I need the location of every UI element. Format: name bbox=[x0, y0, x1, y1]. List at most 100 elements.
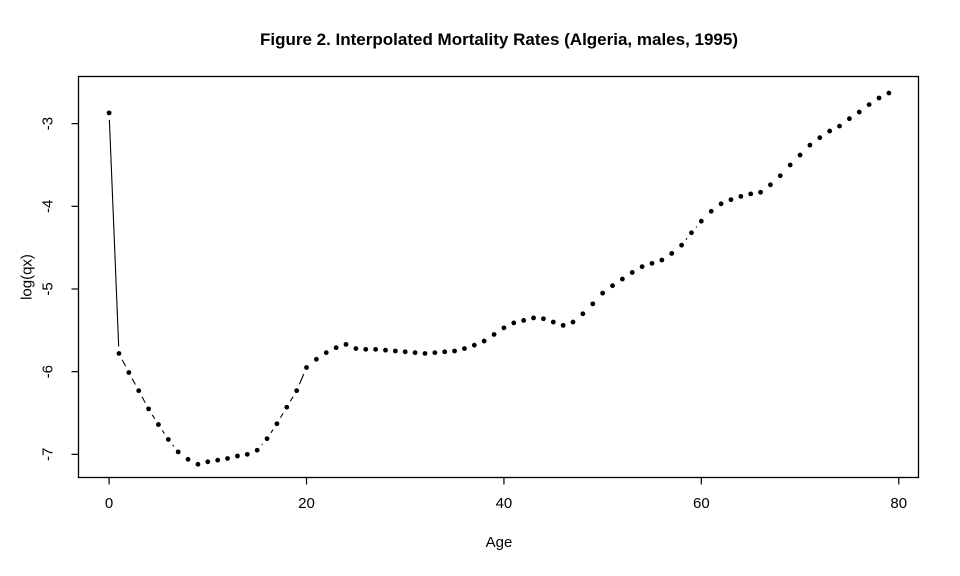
data-point bbox=[610, 283, 615, 289]
data-point bbox=[600, 290, 606, 296]
data-point bbox=[422, 351, 428, 356]
data-point bbox=[748, 191, 754, 197]
data-point bbox=[106, 110, 112, 116]
data-point bbox=[531, 315, 536, 321]
data-point bbox=[856, 109, 862, 115]
data-point bbox=[570, 319, 576, 325]
data-point bbox=[649, 260, 655, 266]
data-point bbox=[768, 182, 773, 188]
data-point bbox=[797, 152, 803, 158]
data-point bbox=[195, 461, 201, 467]
data-point bbox=[521, 318, 527, 323]
line-segment bbox=[108, 119, 120, 347]
data-point bbox=[462, 346, 467, 351]
data-point bbox=[837, 123, 842, 129]
data-point bbox=[156, 422, 161, 427]
line-segment bbox=[280, 412, 284, 419]
data-point bbox=[619, 276, 625, 282]
data-point bbox=[560, 322, 566, 328]
y-tick-label: -7 bbox=[40, 448, 57, 461]
data-point bbox=[432, 350, 438, 356]
data-point bbox=[165, 437, 171, 442]
data-point bbox=[501, 325, 507, 331]
data-point bbox=[294, 388, 300, 394]
data-point bbox=[550, 319, 556, 325]
data-point bbox=[284, 404, 290, 410]
data-point bbox=[412, 350, 418, 356]
y-tick-label: -3 bbox=[40, 117, 57, 130]
data-point bbox=[254, 447, 260, 453]
data-point bbox=[698, 218, 704, 224]
data-point bbox=[442, 349, 448, 355]
data-point bbox=[639, 264, 645, 270]
data-point bbox=[817, 135, 823, 141]
data-point bbox=[274, 421, 280, 427]
x-axis-label: Age bbox=[485, 534, 513, 551]
line-segment bbox=[695, 226, 698, 228]
data-point bbox=[491, 332, 497, 337]
data-point bbox=[738, 193, 744, 199]
data-point bbox=[264, 436, 270, 442]
chart-title: Figure 2. Interpolated Mortality Rates (… bbox=[259, 30, 739, 49]
x-tick-label: 0 bbox=[105, 495, 113, 512]
line-segment bbox=[141, 396, 146, 403]
data-point bbox=[629, 270, 635, 275]
data-point bbox=[225, 456, 230, 461]
y-tick-label: -6 bbox=[40, 365, 57, 378]
line-segment bbox=[131, 378, 136, 385]
y-tick-label: -5 bbox=[40, 282, 57, 295]
data-point bbox=[876, 95, 882, 101]
data-point bbox=[383, 347, 388, 353]
data-point bbox=[541, 316, 546, 322]
x-tick-label: 60 bbox=[693, 495, 710, 512]
x-tick-label: 80 bbox=[890, 495, 907, 512]
data-point bbox=[343, 341, 349, 347]
data-point bbox=[392, 348, 398, 354]
x-tick-label: 40 bbox=[496, 495, 513, 512]
line-segment bbox=[121, 359, 127, 367]
line-segment bbox=[685, 237, 688, 241]
data-point bbox=[807, 142, 813, 148]
data-point bbox=[244, 451, 250, 457]
line-segment bbox=[151, 414, 156, 419]
data-point bbox=[373, 346, 379, 352]
data-point bbox=[758, 189, 763, 195]
data-point bbox=[580, 311, 586, 317]
data-point bbox=[471, 342, 477, 348]
data-point bbox=[481, 338, 487, 344]
data-point bbox=[304, 365, 309, 370]
data-point bbox=[452, 348, 457, 354]
data-point bbox=[886, 90, 892, 96]
line-segment bbox=[161, 430, 165, 434]
data-point bbox=[511, 320, 517, 326]
data-point bbox=[146, 406, 151, 412]
data-point bbox=[708, 208, 714, 214]
data-point bbox=[777, 173, 783, 179]
data-point bbox=[659, 257, 665, 263]
line-segment bbox=[261, 443, 263, 446]
data-point bbox=[728, 197, 734, 203]
data-point bbox=[679, 242, 685, 248]
data-point bbox=[323, 350, 329, 356]
data-point bbox=[718, 201, 724, 207]
data-point bbox=[116, 351, 122, 356]
data-point bbox=[363, 346, 369, 352]
line-segment bbox=[298, 373, 305, 385]
data-point bbox=[215, 457, 221, 463]
line-segment bbox=[289, 396, 294, 402]
data-point bbox=[787, 162, 793, 168]
data-point bbox=[827, 128, 833, 134]
data-point bbox=[313, 356, 319, 362]
data-point bbox=[669, 251, 675, 256]
data-point bbox=[126, 370, 132, 375]
data-point bbox=[333, 345, 339, 351]
line-segment bbox=[172, 444, 175, 447]
data-point bbox=[590, 301, 596, 307]
data-point bbox=[235, 453, 240, 459]
data-point bbox=[847, 116, 852, 122]
data-point bbox=[402, 349, 408, 355]
data-point bbox=[689, 230, 694, 236]
data-point bbox=[866, 102, 872, 108]
